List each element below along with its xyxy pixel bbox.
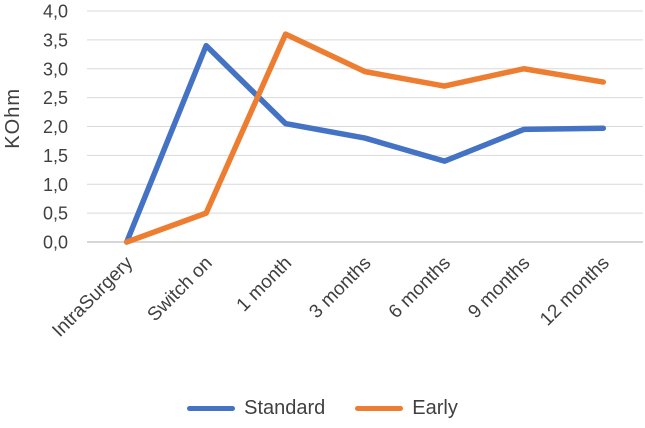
y-tick-label: 2,0: [43, 117, 68, 137]
chart-legend: Standard Early: [0, 397, 645, 420]
y-tick-label: 0,5: [43, 204, 68, 224]
y-axis-title: KOhm: [2, 88, 24, 149]
y-tick-label: 2,5: [43, 88, 68, 108]
x-category-label: 1 month: [233, 253, 296, 316]
y-tick-label: 3,5: [43, 30, 68, 50]
series-line-early: [123, 31, 607, 245]
x-category-label: 9 months: [464, 253, 534, 323]
x-category-label: 6 months: [385, 253, 455, 323]
series-line-standard: [123, 42, 607, 245]
legend-item-early: Early: [355, 397, 458, 420]
y-tick-label: 0,0: [43, 233, 68, 253]
plot-area: 0,0 0,5 1,0 1,5 2,0 2,5 3,0 3,5 4,0 IntraSurgery S…: [43, 2, 643, 341]
standard-series-swatch: [187, 406, 236, 411]
x-category-label: Switch on: [144, 253, 217, 326]
x-category-label: 12 months: [536, 253, 614, 331]
early-series-swatch: [355, 406, 404, 411]
legend-label-standard: Standard: [244, 397, 326, 419]
y-tick-label: 1,5: [43, 146, 68, 166]
y-tick-label: 1,0: [43, 175, 68, 195]
x-category-label: IntraSurgery: [48, 252, 137, 341]
x-category-label: 3 months: [305, 253, 375, 323]
legend-label-early: Early: [412, 397, 458, 419]
y-tick-label: 4,0: [43, 2, 68, 22]
y-tick-label: 3,0: [43, 59, 68, 79]
legend-item-standard: Standard: [187, 397, 325, 420]
